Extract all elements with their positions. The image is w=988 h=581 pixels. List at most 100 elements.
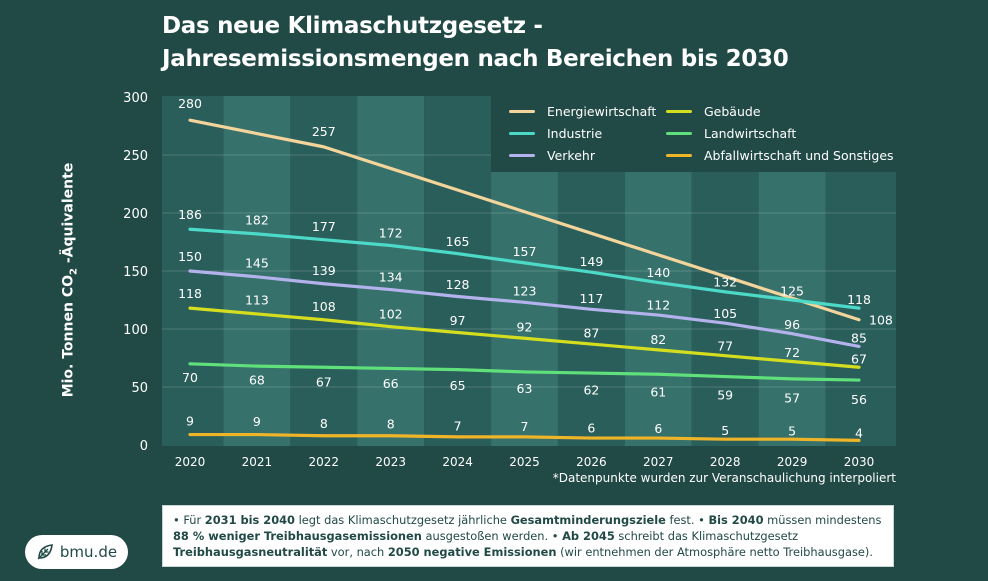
data-label: 172	[379, 225, 403, 240]
data-label: 65	[450, 378, 466, 393]
data-label: 62	[583, 383, 599, 398]
data-label: 140	[646, 265, 670, 280]
legend-swatch	[509, 154, 535, 157]
data-label: 57	[784, 390, 800, 405]
info-text-bold: Treibhausgasneutralität	[173, 545, 328, 559]
x-tick-label: 2027	[643, 455, 674, 469]
data-label: 8	[320, 416, 328, 431]
y-tick-label: 250	[123, 149, 148, 164]
info-text: schreibt das Klimaschutzgesetz	[614, 529, 799, 543]
info-text-bold: Gesamtminderungsziele	[510, 513, 666, 527]
series-line-0	[188, 118, 861, 322]
legend-swatch	[509, 132, 535, 135]
data-label: 5	[721, 423, 729, 438]
data-label: 149	[579, 254, 603, 269]
legend-label: Verkehr	[547, 148, 595, 163]
x-tick-label: 2025	[509, 455, 540, 469]
title-line-1: Das neue Klimaschutzgesetz -	[162, 13, 543, 39]
y-axis-label-tail: -Äquivalente	[60, 162, 77, 269]
data-label: 92	[517, 319, 533, 334]
data-label: 7	[454, 418, 462, 433]
legend-item: Abfallwirtschaft und Sonstiges	[666, 148, 894, 163]
x-tick-label: 2024	[442, 455, 473, 469]
info-text-bold: Ab 2045	[562, 529, 615, 543]
series-line-2	[188, 269, 861, 348]
data-label: 68	[249, 373, 265, 388]
legend-item: Verkehr	[509, 148, 595, 163]
data-label: 66	[383, 376, 399, 391]
legend-swatch	[666, 110, 692, 113]
data-label: 67	[316, 374, 332, 389]
data-label: 5	[788, 424, 796, 439]
data-label: 145	[245, 255, 269, 270]
column-stripe-2024	[424, 96, 492, 446]
legend-item: Industrie	[509, 126, 602, 141]
data-label: 134	[379, 269, 403, 284]
chart-legend: Energiewirtschaft Industrie Verkehr Gebäude…	[491, 96, 897, 172]
data-label: 165	[446, 234, 470, 249]
info-text: • Für	[173, 513, 205, 527]
series-line-1	[188, 227, 861, 310]
data-label: 85	[851, 330, 867, 345]
chart-footnote: *Datenpunkte wurden zur Veranschaulichun…	[552, 471, 896, 485]
data-label: 105	[713, 306, 737, 321]
data-label: 61	[650, 384, 666, 399]
info-text-bold: Bis 2040	[708, 513, 764, 527]
legend-label: Energiewirtschaft	[547, 104, 657, 119]
y-tick-label: 150	[123, 265, 148, 280]
y-tick-label: 200	[123, 207, 148, 222]
legend-item: Landwirtschaft	[666, 126, 796, 141]
info-text: vor, nach	[327, 545, 388, 559]
data-label: 63	[517, 381, 533, 396]
data-label: 117	[579, 291, 603, 306]
y-axis-label-main: Mio. Tonnen CO	[60, 275, 77, 398]
series-line-5	[188, 432, 861, 442]
x-tick-label: 2022	[309, 455, 340, 469]
x-tick-label: 2030	[844, 455, 875, 469]
column-stripe-2023	[357, 96, 425, 446]
legend-label: Industrie	[547, 126, 603, 141]
info-text: ausgestoßen werden. •	[421, 529, 563, 543]
data-label: 77	[717, 338, 733, 353]
data-label: 108	[312, 299, 336, 314]
series-line-4	[188, 362, 861, 382]
data-label: 257	[312, 124, 336, 139]
data-label: 118	[847, 292, 871, 307]
info-text: legt das Klimaschutzgesetz jährliche	[294, 513, 511, 527]
data-label: 87	[583, 326, 599, 341]
data-label: 7	[521, 419, 529, 434]
x-tick-label: 2020	[175, 455, 206, 469]
info-text: (wir entnehmen der Atmosphäre netto Trei…	[556, 545, 873, 559]
legend-swatch	[509, 110, 535, 113]
y-tick-label: 300	[123, 91, 148, 106]
data-label: 9	[253, 414, 261, 429]
data-label: 113	[245, 293, 269, 308]
legend-swatch	[666, 132, 692, 135]
data-label: 182	[245, 212, 269, 227]
x-tick-label: 2026	[576, 455, 607, 469]
x-tick-label: 2023	[375, 455, 406, 469]
info-text-bold: 88 % weniger Treibhausgasemissionen	[173, 529, 422, 543]
data-label: 97	[450, 313, 466, 328]
data-label: 280	[178, 96, 202, 111]
info-text-bold: 2050 negative Emissionen	[387, 545, 557, 559]
x-tick-label: 2029	[777, 455, 808, 469]
legend-label: Gebäude	[704, 104, 761, 119]
title-line-2: Jahresemissionsmengen nach Bereichen bis…	[162, 46, 789, 72]
bmu-logo-badge[interactable]: bmu.de	[25, 535, 128, 569]
data-label: 6	[587, 421, 595, 436]
data-label: 132	[713, 275, 737, 290]
data-label: 139	[312, 263, 336, 278]
leaf-icon	[37, 544, 53, 560]
info-text: müssen mindestens	[763, 513, 882, 527]
y-axis-label-sub: 2	[68, 268, 80, 275]
data-label: 123	[513, 283, 537, 298]
column-stripe-2021	[223, 96, 291, 446]
y-axis-label: Mio. Tonnen CO2 -Äquivalente	[61, 163, 80, 398]
line-chart: 0 50 100 150 200 250 300 2020 2021 2022 2023 2024 20…	[123, 91, 896, 469]
x-tick-label: 2021	[242, 455, 273, 469]
data-label: 177	[312, 219, 336, 234]
data-label: 186	[178, 207, 202, 222]
data-label: 150	[178, 249, 202, 264]
legend-label: Abfallwirtschaft und Sonstiges	[704, 148, 894, 163]
